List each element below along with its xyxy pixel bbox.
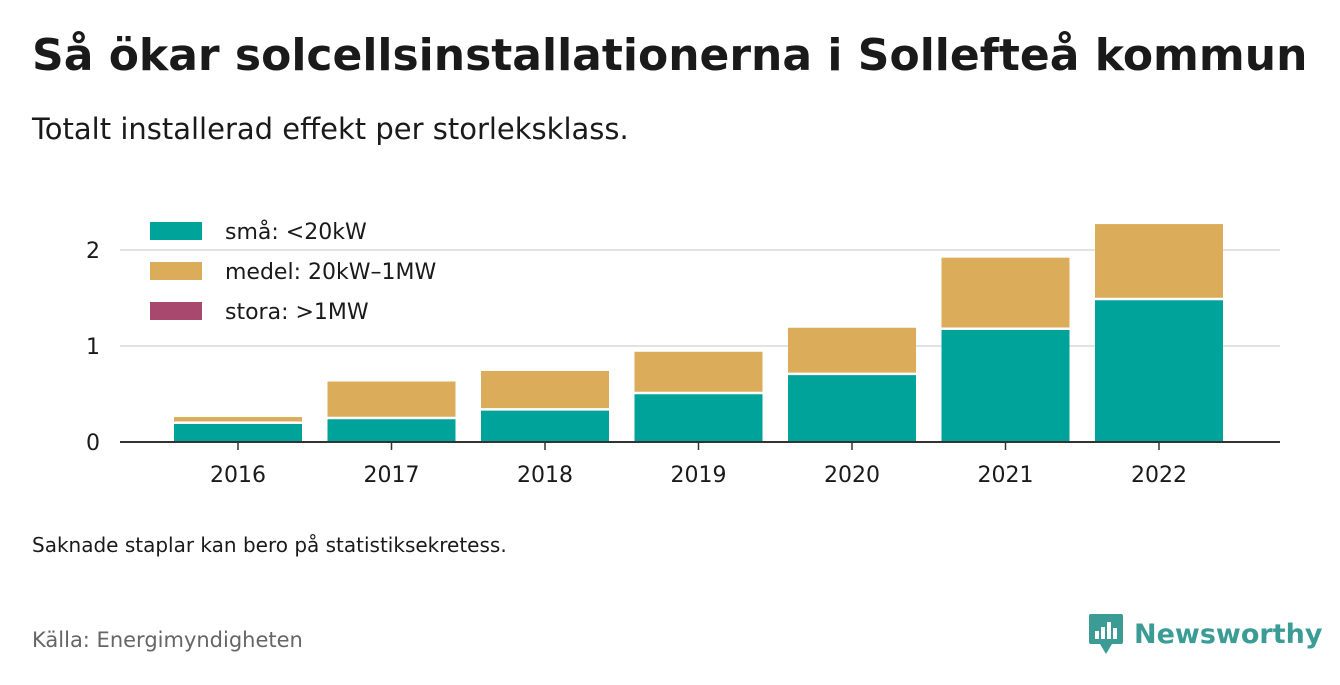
bar-segment (1095, 298, 1223, 442)
bar-segment (481, 370, 609, 410)
chart-note: Saknade staplar kan bero på statistiksek… (32, 533, 507, 557)
x-tick-label: 2018 (517, 463, 573, 488)
bar-segment (634, 393, 763, 442)
source-text: Källa: Energimyndigheten (32, 628, 303, 652)
legend-swatch (150, 222, 202, 240)
x-tick-label: 2019 (671, 463, 727, 488)
legend-swatch (150, 302, 202, 320)
x-tick-label: 2020 (824, 463, 880, 488)
y-tick-label: 0 (86, 431, 100, 456)
bar-segment (788, 373, 916, 442)
legend-swatch (150, 262, 202, 280)
x-tick-label: 2016 (210, 463, 266, 488)
bar-segment (788, 327, 916, 374)
x-tick-label: 2022 (1131, 463, 1187, 488)
bar-segment (941, 328, 1070, 442)
bar-segment (941, 257, 1070, 329)
y-tick-label: 2 (86, 239, 100, 264)
bar-segment (174, 422, 302, 442)
legend-label: stora: >1MW (225, 300, 369, 325)
bar-segment (481, 409, 609, 442)
brand-logo: Newsworthy (1088, 612, 1322, 656)
bar-segment (634, 351, 763, 394)
chart-title: Så ökar solcellsinstallationerna i Solle… (32, 30, 1308, 81)
bar-segment (174, 417, 302, 423)
legend-label: små: <20kW (225, 219, 367, 245)
bar-segment (327, 418, 456, 442)
newsworthy-logo-icon (1089, 614, 1123, 654)
chart-subtitle: Totalt installerad effekt per storlekskl… (32, 112, 629, 146)
x-tick-label: 2021 (978, 463, 1034, 488)
y-tick-label: 1 (86, 335, 100, 360)
brand-name: Newsworthy (1134, 618, 1323, 650)
bar-segment (1095, 224, 1223, 299)
x-tick-label: 2017 (364, 463, 420, 488)
legend-label: medel: 20kW–1MW (225, 260, 436, 285)
bar-segment (327, 381, 456, 418)
